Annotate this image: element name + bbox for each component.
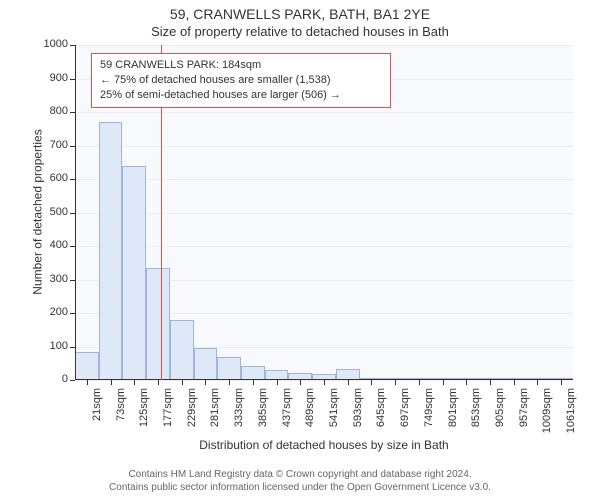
info-box-line: ← 75% of detached houses are smaller (1,… (100, 73, 382, 88)
x-tick-mark (277, 380, 278, 385)
y-tick-label: 200 (30, 306, 68, 318)
x-tick-mark (229, 380, 230, 385)
y-tick-mark (70, 179, 75, 180)
y-tick-label: 100 (30, 340, 68, 352)
x-tick-label: 801sqm (447, 388, 459, 438)
grid-line (75, 146, 573, 147)
x-tick-label: 281sqm (209, 388, 221, 438)
x-tick-mark (205, 380, 206, 385)
histogram-bar (241, 366, 265, 380)
y-tick-label: 600 (30, 172, 68, 184)
histogram-bar (146, 268, 170, 380)
y-tick-mark (70, 146, 75, 147)
info-box: 59 CRANWELLS PARK: 184sqm← 75% of detach… (91, 53, 391, 108)
x-tick-label: 177sqm (162, 388, 174, 438)
y-tick-mark (70, 347, 75, 348)
x-tick-label: 437sqm (281, 388, 293, 438)
x-tick-label: 905sqm (494, 388, 506, 438)
x-tick-label: 697sqm (399, 388, 411, 438)
x-tick-mark (443, 380, 444, 385)
y-tick-mark (70, 246, 75, 247)
x-tick-label: 125sqm (138, 388, 150, 438)
y-tick-mark (70, 112, 75, 113)
y-tick-label: 1000 (30, 38, 68, 50)
chart-title: 59, CRANWELLS PARK, BATH, BA1 2YE (0, 6, 600, 22)
histogram-bar (194, 348, 218, 380)
y-tick-label: 800 (30, 105, 68, 117)
x-tick-mark (253, 380, 254, 385)
y-tick-label: 500 (30, 206, 68, 218)
grid-line (75, 213, 573, 214)
histogram-bar (336, 369, 360, 380)
y-tick-label: 700 (30, 139, 68, 151)
histogram-bar (170, 320, 194, 380)
plot-area: 59 CRANWELLS PARK: 184sqm← 75% of detach… (75, 45, 573, 380)
x-tick-label: 489sqm (304, 388, 316, 438)
x-tick-mark (348, 380, 349, 385)
x-tick-mark (537, 380, 538, 385)
histogram-bar (99, 122, 123, 380)
x-tick-mark (300, 380, 301, 385)
x-tick-label: 73sqm (115, 388, 127, 438)
x-tick-label: 645sqm (375, 388, 387, 438)
x-tick-label: 1009sqm (541, 388, 553, 438)
x-tick-label: 385sqm (257, 388, 269, 438)
x-tick-mark (561, 380, 562, 385)
x-tick-label: 229sqm (186, 388, 198, 438)
credits-line-1: Contains HM Land Registry data © Crown c… (0, 468, 600, 481)
grid-line (75, 45, 573, 46)
histogram-chart: 59, CRANWELLS PARK, BATH, BA1 2YE Size o… (0, 0, 600, 500)
x-tick-mark (158, 380, 159, 385)
y-tick-mark (70, 380, 75, 381)
x-tick-mark (87, 380, 88, 385)
x-tick-label: 593sqm (352, 388, 364, 438)
x-tick-mark (111, 380, 112, 385)
x-tick-mark (514, 380, 515, 385)
y-tick-mark (70, 280, 75, 281)
chart-subtitle: Size of property relative to detached ho… (0, 24, 600, 39)
histogram-bar (265, 370, 289, 380)
x-axis-label: Distribution of detached houses by size … (75, 438, 573, 452)
info-box-line: 25% of semi-detached houses are larger (… (100, 88, 382, 103)
x-tick-label: 21sqm (91, 388, 103, 438)
y-tick-label: 300 (30, 273, 68, 285)
y-tick-label: 900 (30, 72, 68, 84)
x-tick-mark (324, 380, 325, 385)
grid-line (75, 112, 573, 113)
x-tick-label: 333sqm (233, 388, 245, 438)
x-tick-mark (134, 380, 135, 385)
y-tick-mark (70, 213, 75, 214)
y-tick-mark (70, 45, 75, 46)
x-tick-mark (395, 380, 396, 385)
histogram-bar (288, 373, 312, 380)
histogram-bar (75, 352, 99, 380)
x-tick-mark (182, 380, 183, 385)
y-tick-mark (70, 313, 75, 314)
y-tick-label: 0 (30, 373, 68, 385)
x-tick-label: 853sqm (470, 388, 482, 438)
x-tick-label: 541sqm (328, 388, 340, 438)
grid-line (75, 246, 573, 247)
x-tick-mark (466, 380, 467, 385)
histogram-bar (122, 166, 146, 380)
x-tick-mark (490, 380, 491, 385)
x-tick-label: 1061sqm (565, 388, 577, 438)
credits: Contains HM Land Registry data © Crown c… (0, 468, 600, 494)
x-tick-label: 749sqm (423, 388, 435, 438)
y-tick-mark (70, 79, 75, 80)
credits-line-2: Contains public sector information licen… (0, 481, 600, 494)
info-box-line: 59 CRANWELLS PARK: 184sqm (100, 58, 382, 73)
x-tick-mark (371, 380, 372, 385)
x-tick-label: 957sqm (518, 388, 530, 438)
grid-line (75, 179, 573, 180)
histogram-bar (217, 357, 241, 380)
x-tick-mark (419, 380, 420, 385)
y-tick-label: 400 (30, 239, 68, 251)
